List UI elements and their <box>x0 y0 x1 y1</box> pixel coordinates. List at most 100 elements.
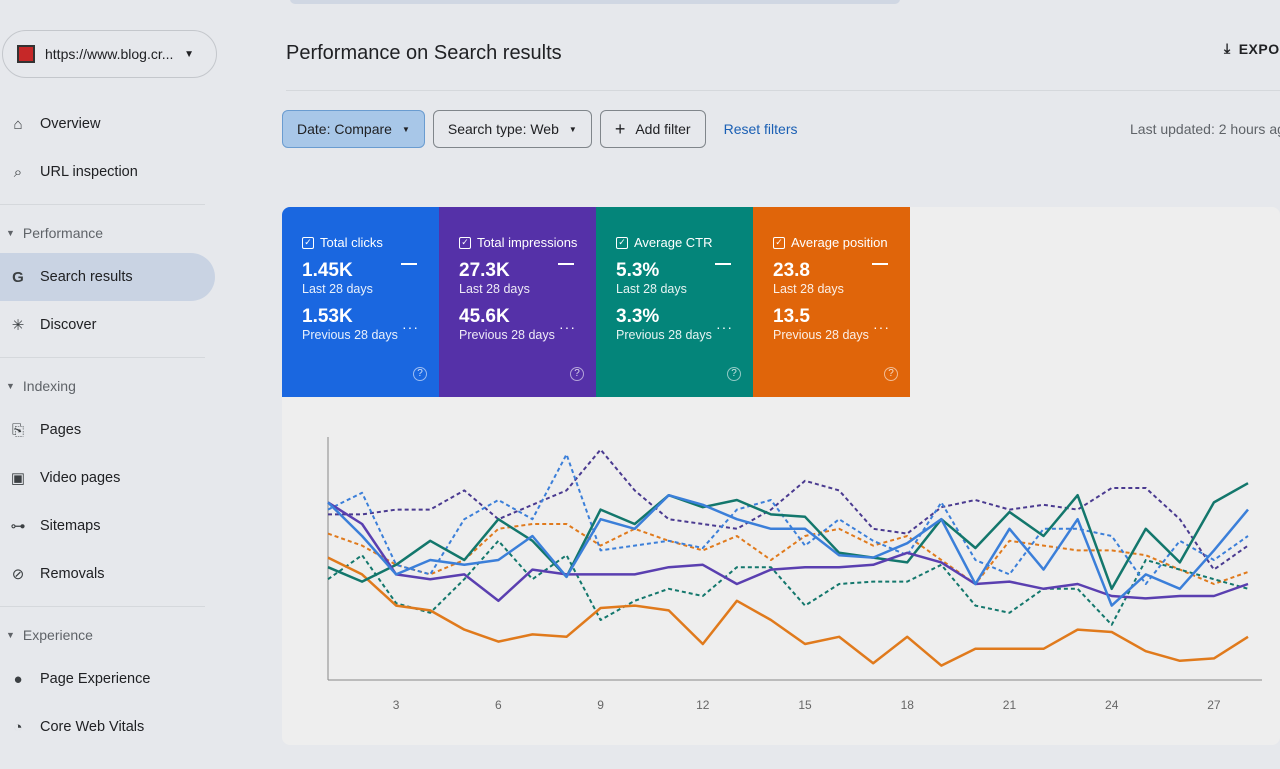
divider <box>0 357 205 358</box>
search-type-chip[interactable]: Search type: Web ▼ <box>432 110 592 148</box>
sidebar-item-core-web-vitals[interactable]: ◔ Core Web Vitals <box>0 703 215 751</box>
performance-chart-panel: ✓ Total clicks 1.45K Last 28 days 1.53K P… <box>282 207 1280 745</box>
top-search-bar[interactable] <box>290 0 900 4</box>
site-favicon-icon <box>17 45 35 63</box>
help-icon[interactable]: ? <box>570 367 584 381</box>
property-url: https://www.blog.cr... <box>45 46 174 62</box>
current-value: 27.3K <box>459 260 510 281</box>
current-value: 23.8 <box>773 260 810 281</box>
current-label: Last 28 days <box>616 282 687 296</box>
help-icon[interactable]: ? <box>727 367 741 381</box>
sidebar-item-label: Overview <box>40 116 101 132</box>
previous-label: Previous 28 days <box>302 328 398 342</box>
date-filter-chip[interactable]: Date: Compare ▼ <box>282 110 425 148</box>
home-icon: ⌂ <box>13 115 23 133</box>
search-icon: ⌕ <box>13 163 23 181</box>
section-label: Performance <box>22 225 104 241</box>
card-title: Average CTR <box>634 235 713 250</box>
current-label: Last 28 days <box>773 282 844 296</box>
checkbox-icon[interactable]: ✓ <box>302 236 314 249</box>
gauge-icon: ◔ <box>13 718 23 736</box>
x-tick-label: 24 <box>1105 698 1119 712</box>
solid-line-legend-icon <box>558 263 574 265</box>
sidebar-item-video-pages[interactable]: ▣ Video pages <box>0 454 215 502</box>
section-experience[interactable]: ▼ Experience <box>0 615 230 655</box>
series-line <box>328 448 1249 571</box>
sidebar-item-discover[interactable]: ✳ Discover <box>0 301 215 349</box>
sidebar-item-label: Removals <box>40 566 105 582</box>
series-line <box>327 453 1249 585</box>
help-icon[interactable]: ? <box>413 367 427 381</box>
metric-card[interactable]: ✓ Average position 23.8 Last 28 days 13.5… <box>753 207 910 397</box>
sidebar-item-overview[interactable]: ⌂ Overview <box>0 100 215 148</box>
collapse-icon: ▼ <box>6 630 15 640</box>
metric-card[interactable]: ✓ Total clicks 1.45K Last 28 days 1.53K P… <box>282 207 439 397</box>
google-icon: G <box>12 268 24 286</box>
dropdown-caret-icon: ▼ <box>568 124 577 134</box>
section-indexing[interactable]: ▼ Indexing <box>0 366 230 406</box>
filter-bar: Date: Compare ▼ Search type: Web ▼ + Add fi… <box>282 110 798 148</box>
export-button[interactable]: ⤓ EXPORT <box>1224 40 1280 57</box>
sidebar-item-label: Discover <box>40 317 97 333</box>
sidebar-item-label: Video pages <box>40 470 121 486</box>
dashed-line-legend-icon: ··· <box>873 319 890 335</box>
chip-label: Date: Compare <box>297 121 392 137</box>
metric-card[interactable]: ✓ Average CTR 5.3% Last 28 days 3.3% Prev… <box>596 207 753 397</box>
checkbox-icon[interactable]: ✓ <box>459 236 471 249</box>
series-line <box>327 482 1249 591</box>
current-label: Last 28 days <box>459 282 530 296</box>
add-filter-button[interactable]: + Add filter <box>599 110 706 148</box>
metric-card[interactable]: ✓ Total impressions 27.3K Last 28 days 45… <box>439 207 596 397</box>
export-label: EXPORT <box>1238 40 1280 57</box>
sidebar-nav: ⌂ Overview ⌕ URL inspection ▼ Performance G… <box>0 100 230 751</box>
divider <box>0 606 205 607</box>
chip-label: Add filter <box>635 121 691 137</box>
current-label: Last 28 days <box>302 282 373 296</box>
sidebar-item-pages[interactable]: ⎘ Pages <box>0 406 215 454</box>
previous-label: Previous 28 days <box>459 328 555 342</box>
solid-line-legend-icon <box>872 263 888 265</box>
collapse-icon: ▼ <box>6 228 15 238</box>
card-title: Average position <box>791 235 888 250</box>
sidebar-item-label: Sitemaps <box>40 518 101 534</box>
checkbox-icon[interactable]: ✓ <box>616 236 628 249</box>
previous-value: 3.3% <box>616 306 660 327</box>
sitemap-icon: ⊶ <box>10 518 26 535</box>
section-label: Experience <box>22 627 93 643</box>
solid-line-legend-icon <box>715 263 731 265</box>
page-experience-icon: ● <box>13 670 23 688</box>
previous-value: 1.53K <box>302 306 353 327</box>
series-line <box>327 539 1249 626</box>
x-tick-label: 27 <box>1207 698 1221 712</box>
last-updated: Last updated: 2 hours ago <box>1130 121 1280 137</box>
sidebar-item-label: URL inspection <box>40 164 138 180</box>
chip-label: Search type: Web <box>447 121 559 137</box>
sidebar-item-removals[interactable]: ⊘ Removals <box>0 550 215 598</box>
sidebar-item-sitemaps[interactable]: ⊶ Sitemaps <box>0 502 215 550</box>
property-selector[interactable]: https://www.blog.cr... ▼ <box>2 30 217 78</box>
x-tick-label: 18 <box>901 698 915 712</box>
dashed-line-legend-icon: ··· <box>716 319 733 335</box>
previous-label: Previous 28 days <box>616 328 712 342</box>
dashed-line-legend-icon: ··· <box>559 319 576 335</box>
section-performance[interactable]: ▼ Performance <box>0 213 230 253</box>
x-tick-label: 15 <box>798 698 812 712</box>
sidebar-item-label: Core Web Vitals <box>40 719 145 735</box>
reset-filters-link[interactable]: Reset filters <box>723 121 798 137</box>
x-tick-label: 9 <box>597 698 604 712</box>
dashed-line-legend-icon: ··· <box>402 319 419 335</box>
x-tick-label: 3 <box>393 698 400 712</box>
pages-icon: ⎘ <box>11 421 24 439</box>
sidebar-item-url-inspection[interactable]: ⌕ URL inspection <box>0 148 215 196</box>
sidebar-item-search-results[interactable]: G Search results <box>0 253 215 301</box>
checkbox-icon[interactable]: ✓ <box>773 236 785 249</box>
series-line <box>327 501 1249 603</box>
help-icon[interactable]: ? <box>884 367 898 381</box>
current-value: 1.45K <box>302 260 353 281</box>
download-icon: ⤓ <box>1224 40 1231 56</box>
sidebar-item-page-experience[interactable]: ● Page Experience <box>0 655 215 703</box>
card-title: Total clicks <box>320 235 383 250</box>
performance-line-chart: 3 6 9 12 15 18 21 24 27 <box>327 437 1262 712</box>
collapse-icon: ▼ <box>6 381 15 391</box>
series-line <box>327 523 1249 585</box>
